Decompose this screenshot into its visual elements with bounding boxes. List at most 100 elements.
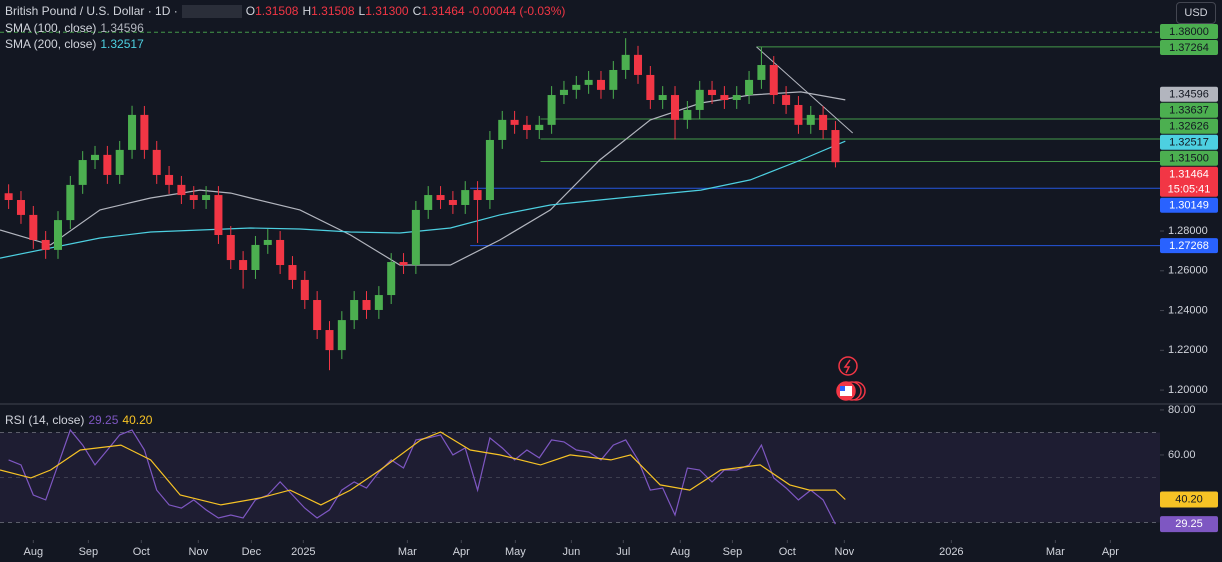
ohlc-label: C — [412, 4, 422, 18]
price-label: 1.34596 — [1169, 89, 1209, 101]
price-label: 1.33637 — [1169, 105, 1209, 117]
event-icons — [836, 356, 866, 401]
candle-body — [350, 300, 359, 321]
x-tick-label: Apr — [453, 546, 470, 558]
candle-body — [128, 114, 137, 150]
legend-row[interactable]: SMA (200, close) 1.32517 — [5, 36, 148, 52]
candle-body — [757, 65, 766, 80]
indicator-legend: SMA (100, close) 1.34596 SMA (200, close) 1… — [5, 20, 148, 52]
candle-body — [115, 149, 124, 175]
candle-body — [695, 89, 704, 110]
ohlc-label: H — [302, 4, 312, 18]
x-tick-label: Jun — [562, 546, 580, 558]
ohlc-value: 1.31300 — [365, 4, 409, 18]
x-tick-label: Jul — [616, 546, 630, 558]
x-tick-label: 2025 — [291, 546, 315, 558]
candle-body — [399, 262, 408, 266]
price-label-box — [1160, 197, 1218, 213]
candle-body — [78, 160, 87, 185]
x-tick-label: Aug — [24, 546, 44, 558]
legend-value: 1.34596 — [100, 21, 144, 35]
price-label: 1.37264 — [1169, 42, 1209, 54]
candle-body — [53, 220, 63, 250]
candle-body — [485, 139, 494, 201]
candle-body — [633, 54, 643, 75]
candle-body — [325, 330, 334, 351]
candle-body — [288, 265, 297, 280]
ohlc-label: L — [358, 4, 366, 18]
rsi-label: 40.20 — [1175, 493, 1203, 505]
price-label-box — [1160, 238, 1218, 254]
x-tick-label: Mar — [1046, 546, 1065, 558]
x-tick-label: Oct — [133, 546, 150, 558]
rsi-label-box — [1160, 491, 1218, 508]
candle-body — [584, 79, 593, 85]
legend-name: SMA (100, close) — [5, 21, 97, 35]
candle-body — [498, 119, 507, 140]
candle-body — [16, 200, 25, 215]
y-tick-label: 1.20000 — [1168, 384, 1208, 396]
rsi-label-box — [1160, 516, 1218, 533]
ohlc-value: 1.31464 — [421, 4, 465, 18]
x-tick-label: Nov — [189, 546, 209, 558]
x-tick-label: Oct — [779, 546, 796, 558]
x-tick-label: May — [505, 546, 526, 558]
candle-body — [41, 239, 50, 250]
legend-name: SMA (200, close) — [5, 37, 97, 51]
ohlc-label: O — [245, 4, 256, 18]
symbol-name: British Pound / U.S. Dollar · 1D · — [5, 4, 178, 18]
x-tick-label: Dec — [242, 546, 262, 558]
legend-row[interactable]: SMA (100, close) 1.34596 — [5, 20, 148, 36]
price-label: 1.30149 — [1169, 200, 1209, 212]
candle-body — [621, 54, 630, 70]
flag-glyph — [840, 386, 852, 396]
candle-body — [165, 174, 174, 185]
candle-body — [189, 195, 198, 201]
candle-body — [214, 195, 223, 236]
sma-line — [0, 140, 846, 259]
candle-body — [769, 65, 778, 96]
sma-line — [0, 91, 846, 266]
candle-body — [313, 300, 322, 331]
candle-body — [362, 300, 371, 310]
candle-body — [436, 195, 445, 201]
rsi-band — [0, 432, 1160, 523]
candle-body — [683, 109, 692, 120]
candle-body — [720, 95, 729, 101]
candle-body — [448, 200, 457, 205]
rsi-value: 29.25 — [88, 413, 119, 427]
candle-body — [572, 84, 581, 90]
event-icon-glyph — [843, 359, 851, 374]
price-label: 1.31500 — [1169, 153, 1209, 165]
candle-body — [411, 209, 420, 266]
candle-body — [708, 89, 717, 96]
candle-body — [547, 95, 556, 125]
event-icon[interactable] — [838, 356, 858, 376]
rsi-ma-value: 40.20 — [122, 413, 153, 427]
price-label-box — [1160, 102, 1218, 118]
price-label-box — [1160, 150, 1218, 166]
price-label: 1.32626 — [1169, 121, 1209, 133]
price-label-box — [1160, 166, 1218, 197]
candle-body — [510, 119, 519, 125]
currency-button[interactable]: USD — [1176, 2, 1216, 24]
price-label-box — [1160, 134, 1218, 150]
candle-body — [609, 69, 618, 90]
candle-body — [226, 235, 235, 261]
ohlc-value: 1.31508 — [255, 4, 299, 18]
candle-body — [177, 184, 186, 196]
candle-body — [239, 260, 248, 270]
countdown-label: 15:05:41 — [1168, 184, 1211, 196]
candle-body — [4, 193, 13, 201]
y-tick-label: 1.26000 — [1168, 265, 1208, 277]
candle-body — [202, 195, 211, 201]
candle-body — [658, 95, 667, 101]
price-label-box — [1160, 40, 1218, 56]
price-change: -0.00044 (-0.03%) — [468, 4, 566, 18]
candle-body — [103, 154, 112, 175]
y-tick-label: 80.00 — [1168, 404, 1196, 416]
candle-body — [337, 320, 346, 351]
x-tick-label: Sep — [723, 546, 743, 558]
